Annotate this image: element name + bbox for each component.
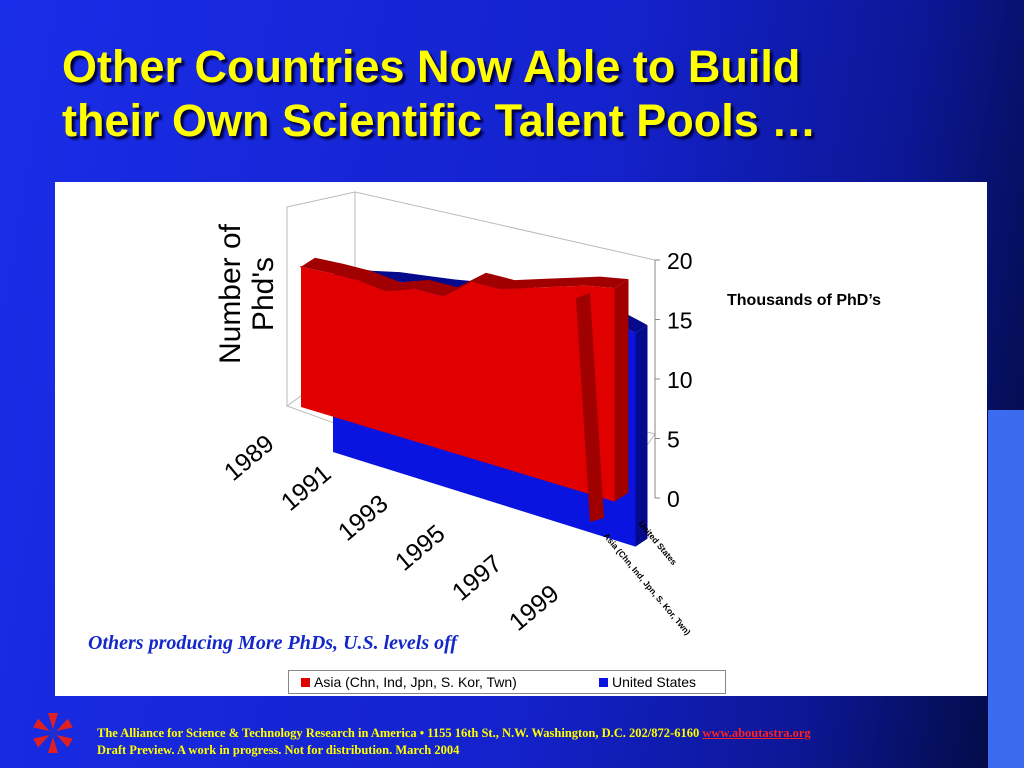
y-tick-label: 5 bbox=[667, 427, 680, 453]
us-series-end-side bbox=[635, 325, 648, 547]
y-tick-label: 0 bbox=[667, 486, 680, 512]
asia-series-point bbox=[499, 288, 502, 290]
x-tick-label: 1995 bbox=[390, 519, 451, 576]
legend-label-asia: Asia (Chn, Ind, Jpn, S. Kor, Twn) bbox=[314, 674, 517, 690]
depth-label-asia: Asia (Chn, Ind, Jpn, S. Kor, Twn) bbox=[601, 531, 692, 637]
us-series-point bbox=[634, 332, 637, 334]
footer-website-link[interactable]: www.aboutastra.org bbox=[702, 726, 811, 740]
units-note: Thousands of PhD’s bbox=[727, 292, 882, 309]
chart-caption: Others producing More PhDs, U.S. levels … bbox=[88, 632, 458, 654]
asia-series-point bbox=[328, 272, 331, 274]
legend: Asia (Chn, Ind, Jpn, S. Kor, Twn) United… bbox=[288, 670, 726, 694]
legend-swatch-us bbox=[599, 677, 608, 687]
y-axis-title-line-1: Number of bbox=[214, 223, 247, 364]
footer: The Alliance for Science & Technology Re… bbox=[97, 725, 811, 759]
asia-series-point bbox=[414, 288, 416, 290]
asia-series-point bbox=[471, 280, 473, 283]
x-tick-label: 1993 bbox=[333, 489, 394, 546]
asia-series-point bbox=[442, 295, 445, 298]
asia-series-point bbox=[585, 284, 587, 287]
x-tick-label: 1997 bbox=[447, 549, 508, 606]
footer-address: The Alliance for Science & Technology Re… bbox=[97, 726, 700, 740]
asia-series-point bbox=[300, 265, 302, 268]
asia-series-point bbox=[385, 290, 388, 293]
title-line-1: Other Countries Now Able to Build bbox=[62, 41, 801, 92]
y-axis-title-line-2: Phd's bbox=[247, 257, 280, 331]
y-tick-label: 20 bbox=[667, 248, 693, 274]
x-tick-label: 1989 bbox=[219, 429, 280, 486]
asia-series-front-face bbox=[301, 266, 615, 502]
y-tick-label: 15 bbox=[667, 308, 693, 334]
decorative-stripe bbox=[988, 410, 1024, 768]
chart-panel: 0 5 10 15 20 1989 1991 1993 1995 1997 1999 United S… bbox=[55, 182, 987, 696]
astra-logo-icon bbox=[33, 713, 73, 753]
depth-label-us: United States bbox=[636, 519, 679, 567]
legend-label-us: United States bbox=[612, 674, 697, 690]
asia-series-point bbox=[357, 279, 359, 282]
asia-series-top-surface bbox=[301, 257, 629, 297]
x-tick-label: 1999 bbox=[504, 579, 565, 636]
footer-line-2: Draft Preview. A work in progress. Not f… bbox=[97, 743, 460, 757]
footer-line-1: The Alliance for Science & Technology Re… bbox=[97, 725, 811, 742]
asia-series-end-side bbox=[614, 279, 629, 502]
asia-series-point bbox=[613, 287, 616, 289]
legend-item-asia: Asia (Chn, Ind, Jpn, S. Kor, Twn) bbox=[301, 674, 517, 690]
asia-series-drop-side bbox=[576, 293, 604, 522]
x-tick-label: 1991 bbox=[276, 459, 337, 516]
y-tick-label: 10 bbox=[667, 367, 693, 393]
legend-swatch-asia bbox=[301, 677, 310, 687]
legend-item-us: United States bbox=[599, 674, 696, 690]
asia-series-point bbox=[528, 287, 530, 289]
asia-series-point bbox=[556, 285, 559, 288]
title-line-2: their Own Scientific Talent Pools … bbox=[62, 95, 817, 146]
slide-title: Other Countries Now Able to Build their … bbox=[62, 40, 962, 148]
